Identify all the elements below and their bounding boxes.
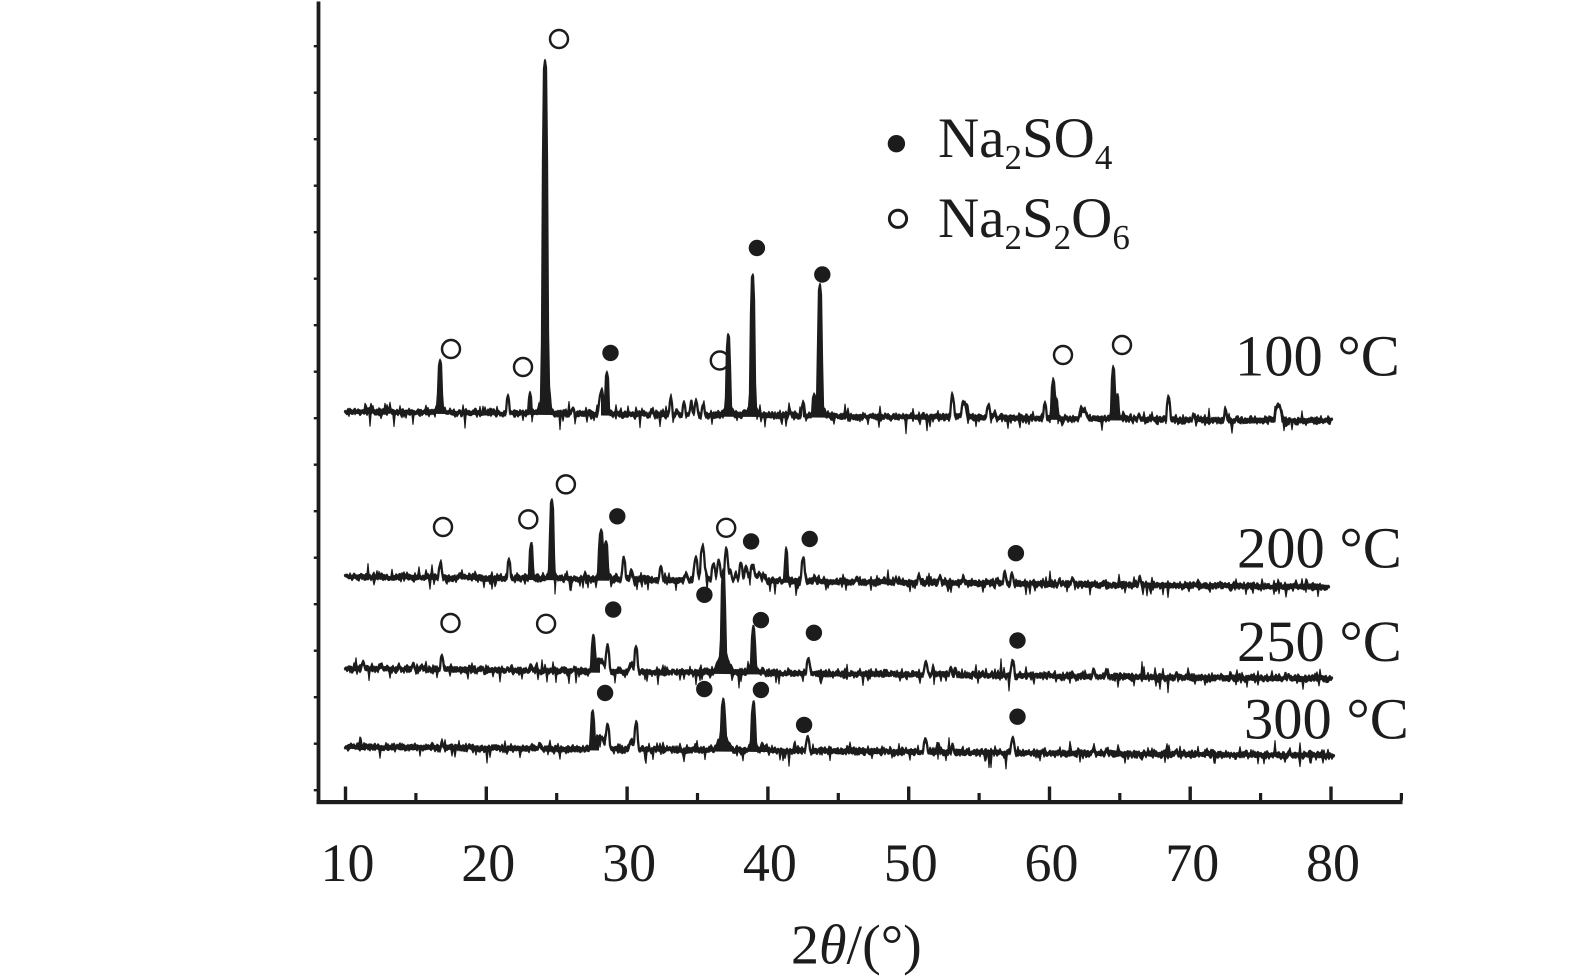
svg-text:250 °C: 250 °C (1237, 609, 1402, 674)
svg-text:70: 70 (1165, 833, 1219, 893)
svg-text:Na2SO4: Na2SO4 (938, 107, 1112, 177)
svg-text:50: 50 (884, 833, 938, 893)
svg-text:40: 40 (743, 833, 797, 893)
svg-text:Na2S2O6: Na2S2O6 (938, 187, 1130, 257)
svg-text:30: 30 (602, 833, 656, 893)
svg-text:80: 80 (1306, 833, 1360, 893)
svg-text:10: 10 (321, 833, 375, 893)
svg-text:200 °C: 200 °C (1237, 516, 1402, 581)
svg-text:20: 20 (461, 833, 515, 893)
svg-text:2θ/(°): 2θ/(°) (791, 915, 922, 977)
svg-text:60: 60 (1025, 833, 1079, 893)
svg-text:300 °C: 300 °C (1244, 687, 1409, 752)
svg-text:100 °C: 100 °C (1235, 324, 1400, 389)
